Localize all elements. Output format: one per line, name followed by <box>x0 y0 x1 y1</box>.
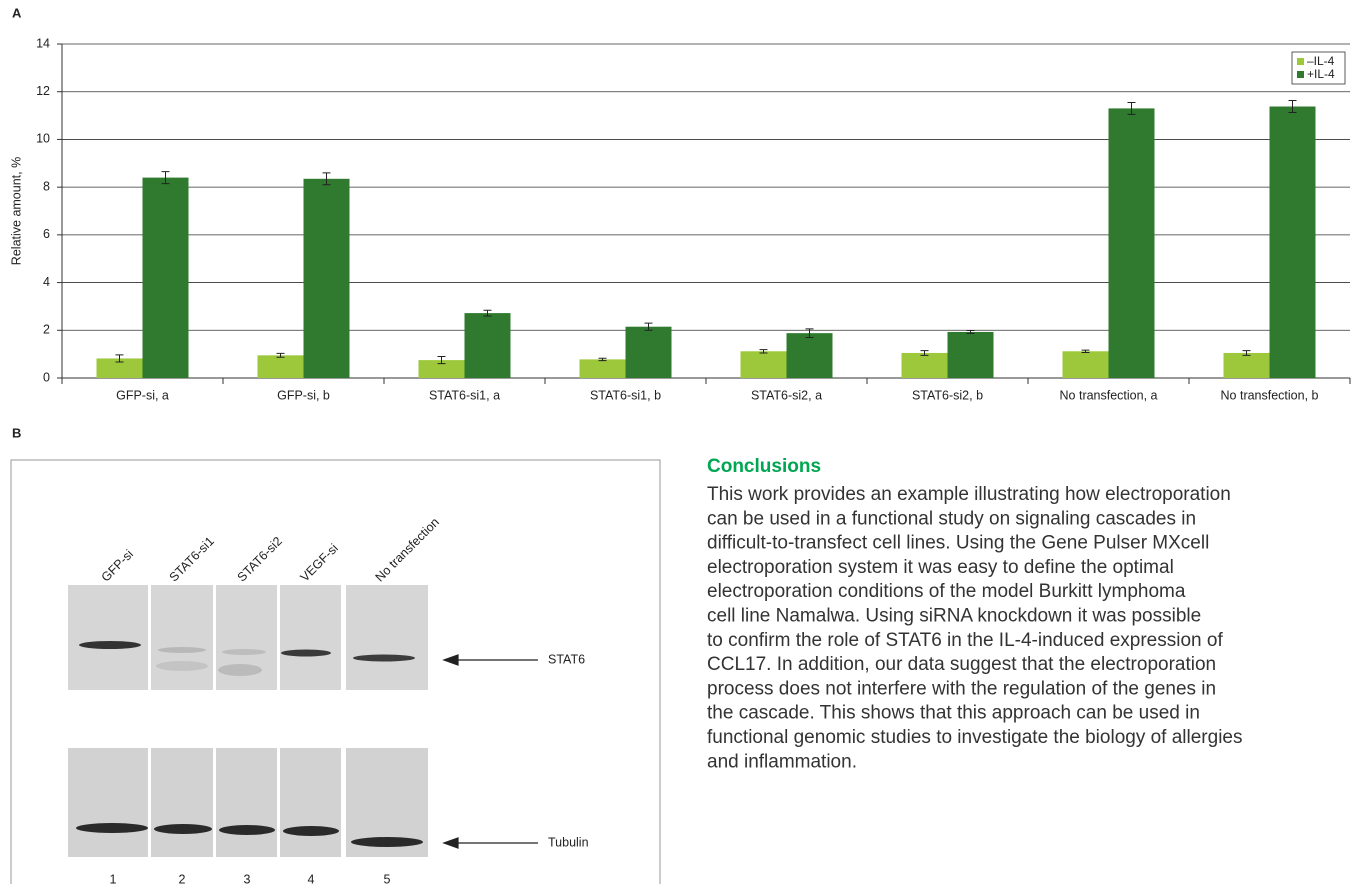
lane-label: STAT6-si1 <box>167 534 217 584</box>
legend-swatch <box>1297 58 1304 65</box>
body-text-line: to confirm the role of STAT6 in the IL-4… <box>707 630 1223 651</box>
y-tick-label: 12 <box>36 84 50 98</box>
error-bar <box>920 350 929 356</box>
body-text-line: cell line Namalwa. Using siRNA knockdown… <box>707 606 1201 627</box>
bar <box>901 352 948 378</box>
legend-box <box>1291 51 1346 85</box>
x-tick-label: STAT6-si2, a <box>751 388 822 402</box>
error-bar <box>966 330 975 334</box>
body-text-line: electroporation conditions of the model … <box>707 581 1186 602</box>
y-tick-label: 6 <box>43 227 50 241</box>
legend-label: –IL-4 <box>1307 54 1335 68</box>
error-bar <box>598 357 607 362</box>
blot-top <box>68 585 428 690</box>
bar <box>96 358 143 378</box>
bar <box>579 359 626 378</box>
x-tick-label: STAT6-si1, b <box>590 388 661 402</box>
error-bar <box>1288 100 1297 113</box>
body-text-line: CCL17. In addition, our data suggest tha… <box>707 654 1216 675</box>
y-tick-label: 2 <box>43 323 50 337</box>
blot-figure: STAT6 Tubulin GFP-si STAT6-si1 STAT6-si2… <box>10 459 661 884</box>
body-text-line: can be used in a functional study on sig… <box>707 508 1196 529</box>
y-tick-label: 10 <box>36 132 50 146</box>
body-text-line: electroporation system it was easy to de… <box>707 557 1174 578</box>
x-tick-label: STAT6-si2, b <box>912 388 983 402</box>
legend-swatch <box>1297 71 1304 78</box>
blot-bands <box>76 641 423 847</box>
lane-number: 3 <box>244 872 251 884</box>
panel-label: B <box>12 425 21 440</box>
body-text-line: functional genomic studies to investigat… <box>707 727 1243 748</box>
x-tick-label: GFP-si, b <box>277 388 330 402</box>
error-bar <box>805 328 814 338</box>
body-text-line: the cascade. This shows that this approa… <box>707 703 1200 724</box>
error-bar <box>1127 101 1136 115</box>
error-bar <box>276 352 285 358</box>
bar <box>257 355 304 378</box>
error-bar <box>115 354 124 363</box>
bar <box>740 351 787 378</box>
y-tick-label: 4 <box>43 275 50 289</box>
bar <box>1062 351 1109 378</box>
lane-number: 5 <box>384 872 391 884</box>
body-text-line: process does not interfere with the regu… <box>707 678 1216 699</box>
bar <box>303 178 350 378</box>
lane-label: VEGF-si <box>298 541 341 584</box>
bar <box>418 360 465 378</box>
lane-label: GFP-si <box>99 547 136 584</box>
bar <box>947 331 994 378</box>
error-bar <box>161 171 170 185</box>
error-bar <box>322 172 331 186</box>
lane-number: 4 <box>308 872 315 884</box>
error-bar <box>437 356 446 365</box>
lane-number: 1 <box>110 872 117 884</box>
body-text-line: difficult-to-transfect cell lines. Using… <box>707 533 1209 554</box>
bar <box>1108 108 1155 379</box>
bar <box>464 313 511 378</box>
error-bar <box>759 349 768 354</box>
body-text-line: This work provides an example illustrati… <box>707 484 1231 505</box>
blot-marker: STAT6 <box>548 652 585 666</box>
lane-number: 2 <box>179 872 186 884</box>
legend-label: +IL-4 <box>1307 67 1335 81</box>
blot-arrows <box>442 654 538 849</box>
bar <box>625 326 672 378</box>
lane-label: STAT6-si2 <box>235 534 285 584</box>
bar <box>142 177 189 378</box>
panel-label: A <box>12 5 22 20</box>
y-axis-label: Relative amount, % <box>9 157 23 265</box>
error-bar <box>1081 349 1090 353</box>
blot-frame <box>10 459 661 884</box>
section-heading: Conclusions <box>707 456 821 477</box>
y-tick-label: 0 <box>43 370 50 384</box>
bar <box>786 333 833 378</box>
error-bar <box>1242 350 1251 356</box>
lane-label: No transfection <box>373 515 442 584</box>
x-tick-label: No transfection, a <box>1060 388 1158 402</box>
error-bar <box>483 309 492 317</box>
x-tick-label: GFP-si, a <box>116 388 169 402</box>
x-tick-label: STAT6-si1, a <box>429 388 500 402</box>
y-tick-label: 8 <box>43 179 50 193</box>
bar <box>1269 106 1316 379</box>
bar <box>1223 352 1270 378</box>
y-tick-label: 14 <box>36 36 50 50</box>
body-text-line: and inflammation. <box>707 751 857 772</box>
error-bar <box>644 322 653 331</box>
blot-marker: Tubulin <box>548 835 589 849</box>
x-tick-label: No transfection, b <box>1221 388 1319 402</box>
